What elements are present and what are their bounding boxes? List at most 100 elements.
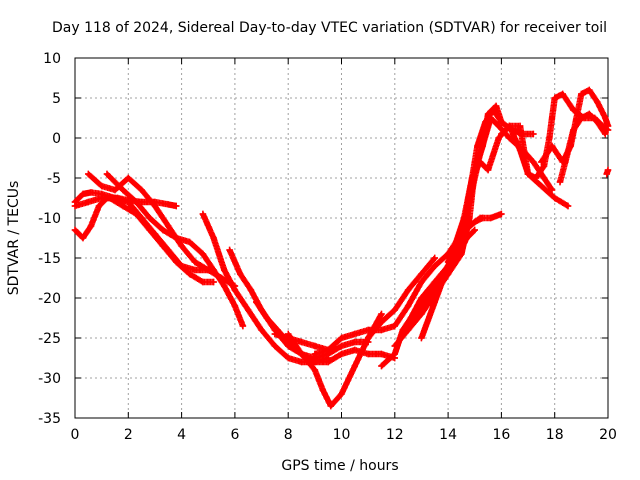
data-point — [210, 234, 217, 242]
data-point — [125, 197, 132, 204]
data-point — [586, 86, 593, 94]
data-point — [311, 358, 319, 366]
data-point — [418, 270, 425, 278]
data-point — [530, 158, 537, 166]
data-point — [418, 334, 425, 342]
data-point — [431, 298, 438, 306]
data-point — [418, 278, 425, 286]
x-tick-label: 8 — [284, 427, 293, 443]
data-point — [191, 258, 199, 266]
series-arc-22 — [603, 166, 612, 178]
data-series — [71, 86, 612, 410]
data-point — [191, 266, 199, 274]
data-point — [602, 130, 609, 138]
data-point — [404, 322, 412, 330]
tick-labels: 0 2 4 6 8 10 12 14 16 18 20 -35 -30 -25 -20 -15 -10 -5 0 5 1… — [38, 51, 617, 443]
data-point — [495, 134, 502, 142]
y-tick-label: -20 — [38, 291, 61, 307]
data-point — [298, 350, 305, 358]
data-point — [285, 330, 292, 338]
data-point — [324, 346, 332, 354]
data-point — [186, 238, 193, 246]
data-point — [338, 390, 345, 398]
data-point — [431, 254, 438, 262]
data-point — [391, 322, 398, 330]
x-tick-label: 12 — [386, 427, 404, 443]
data-point — [165, 201, 172, 208]
data-point — [351, 346, 359, 354]
data-point — [603, 170, 610, 178]
data-point — [484, 166, 492, 174]
data-point — [85, 170, 92, 178]
data-point — [556, 178, 564, 186]
y-tick-label: -10 — [38, 211, 61, 227]
data-point — [186, 270, 193, 278]
data-point — [570, 126, 577, 134]
y-axis-label: SDTVAR / TECUs — [6, 181, 22, 296]
y-tick-label: -30 — [38, 371, 61, 387]
data-point — [324, 358, 332, 366]
data-point — [444, 258, 452, 266]
data-point — [79, 190, 87, 198]
series-arc-18 — [455, 210, 505, 242]
data-point — [378, 362, 385, 370]
y-tick-label: -15 — [38, 251, 61, 267]
data-point — [87, 189, 95, 196]
data-point — [263, 314, 271, 322]
y-tick-label: 10 — [43, 51, 61, 67]
data-point — [506, 122, 513, 130]
data-point — [178, 242, 185, 250]
data-point — [602, 114, 609, 122]
data-point — [98, 194, 105, 202]
data-point — [338, 342, 345, 350]
data-point — [298, 338, 305, 346]
data-point — [247, 286, 255, 294]
data-point — [524, 170, 532, 178]
data-point — [476, 150, 484, 158]
data-point — [119, 186, 127, 194]
data-point — [540, 162, 548, 170]
x-tick-label: 6 — [230, 427, 239, 443]
data-point — [85, 198, 92, 206]
data-point — [231, 302, 239, 310]
y-tick-label: 0 — [52, 131, 61, 147]
data-point — [391, 306, 398, 314]
data-point — [546, 134, 553, 142]
data-point — [466, 222, 473, 230]
y-tick-label: 5 — [52, 91, 61, 107]
data-point — [538, 158, 545, 166]
data-point — [271, 330, 279, 338]
data-point — [455, 234, 462, 242]
data-point — [594, 118, 601, 126]
data-point — [95, 202, 103, 210]
data-point — [327, 402, 335, 410]
data-point — [199, 250, 207, 258]
data-point — [495, 122, 502, 130]
data-point — [431, 282, 438, 290]
data-point — [492, 102, 500, 110]
data-point — [199, 210, 207, 218]
data-point — [538, 182, 545, 190]
x-tick-label: 4 — [177, 427, 186, 443]
data-point — [548, 142, 556, 150]
data-point — [119, 202, 127, 210]
data-point — [106, 194, 113, 202]
data-point — [146, 226, 153, 234]
data-point — [79, 234, 87, 242]
data-point — [564, 202, 572, 210]
data-point — [103, 170, 111, 178]
data-point — [237, 270, 244, 278]
grid — [75, 58, 608, 418]
data-point — [378, 350, 385, 358]
data-point — [532, 174, 540, 182]
data-point — [245, 306, 252, 314]
data-point — [338, 334, 345, 342]
data-point — [165, 222, 172, 230]
series-arc-21 — [556, 110, 609, 186]
data-point — [498, 210, 505, 218]
data-point — [258, 326, 265, 334]
data-point — [391, 342, 398, 350]
data-point — [418, 302, 425, 310]
data-point — [458, 250, 465, 258]
data-point — [540, 174, 548, 182]
